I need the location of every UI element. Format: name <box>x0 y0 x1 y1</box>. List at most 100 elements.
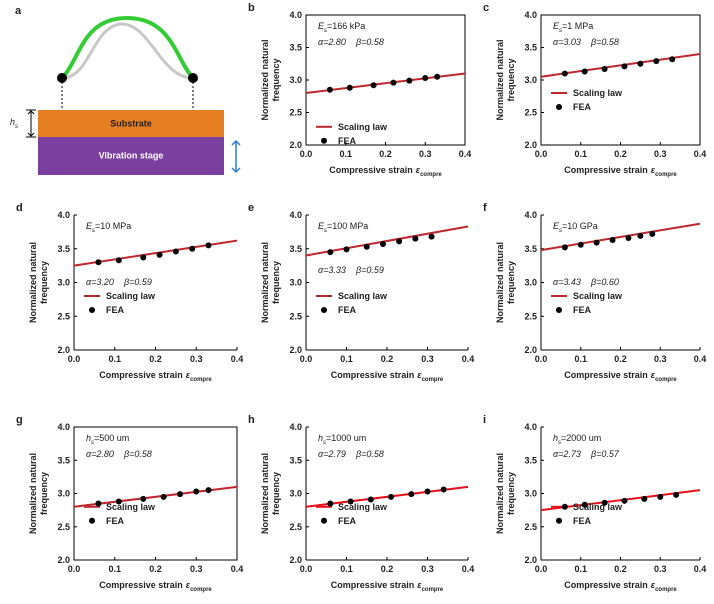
frame <box>73 426 238 561</box>
param-text: =10 GPa <box>562 221 598 231</box>
param-symbol: E <box>553 21 560 31</box>
x-label-symbol: ε <box>651 580 656 590</box>
param-symbol: E <box>318 21 325 31</box>
annotation: α=3.20 <box>86 277 114 287</box>
y-label-line: Normalized natural <box>260 242 270 323</box>
param-symbol: E <box>553 221 560 231</box>
fea-point <box>657 493 664 500</box>
y-tick-label: 4.0 <box>57 422 70 432</box>
x-label-text: Compressive strain <box>331 580 415 590</box>
y-tick-label: 3.0 <box>524 489 537 499</box>
x-tick-label: 0.4 <box>462 354 475 364</box>
x-label-text: Compressive strain <box>564 580 648 590</box>
x-label-symbol: ε <box>186 370 191 380</box>
param-subscript: s <box>323 440 326 446</box>
fea-point <box>193 488 200 495</box>
annotation: β=0.57 <box>590 449 620 459</box>
x-tick-label: 0.2 <box>381 354 394 364</box>
y-tick-label: 3.0 <box>524 278 537 288</box>
legend-swatch <box>556 517 562 524</box>
y-label-line: Normalized natural <box>260 453 270 534</box>
param-subscript: s <box>559 28 562 34</box>
param-subscript: s <box>92 228 95 234</box>
x-axis-label: Compressive strain εcompre <box>331 580 444 593</box>
y-axis-label: Normalized naturalfrequency <box>260 39 281 120</box>
y-tick-label: 2.0 <box>289 140 302 150</box>
curve-initial <box>61 22 194 80</box>
legend-label: Scaling law <box>573 291 623 301</box>
chart: c 2.0 2.5 3.0 3.5 4.0 0.0 0.1 0.2 0.3 0.4 Normalize… <box>483 2 706 178</box>
y-tick-label: 4.0 <box>57 210 70 220</box>
y-axis-label: Normalized naturalfrequency <box>495 39 516 120</box>
param-subscript: s <box>559 228 562 234</box>
y-axis-label: Normalized naturalfrequency <box>28 242 49 323</box>
annotation: β=0.59 <box>123 277 152 287</box>
fea-point <box>621 497 628 504</box>
parameter: Es=10 GPa <box>553 221 598 234</box>
fea-point <box>205 242 212 249</box>
y-tick-label: 2.0 <box>289 345 302 355</box>
x-label-symbol: ε <box>651 370 656 380</box>
y-tick-label: 2.5 <box>57 311 70 321</box>
y-label-line: Normalized natural <box>28 242 38 323</box>
y-label-line: frequency <box>39 472 49 515</box>
fea-point <box>347 498 354 505</box>
y-label-line: frequency <box>271 58 281 101</box>
x-tick-label: 0.3 <box>190 564 203 574</box>
y-tick-label: 3.0 <box>57 278 70 288</box>
x-axis-label: Compressive strain εcompre <box>99 580 212 593</box>
x-tick-label: 0.0 <box>68 564 81 574</box>
annotation: α=2.80 <box>86 449 114 459</box>
fea-point <box>205 487 212 494</box>
y-tick-label: 4.0 <box>524 422 537 432</box>
legend-label: Scaling law <box>573 502 623 512</box>
legend-label: FEA <box>338 516 357 526</box>
fea-point <box>440 486 447 493</box>
substrate-label: Substrate <box>110 118 152 128</box>
param-text: =500 um <box>94 433 129 443</box>
x-tick-label: 0.1 <box>108 354 121 364</box>
legend-swatch <box>89 517 95 524</box>
x-tick-label: 0.4 <box>694 149 707 159</box>
x-tick-label: 0.0 <box>300 149 313 159</box>
x-label-subscript: compre <box>190 587 212 593</box>
annotation: α=3.03 <box>553 37 581 47</box>
parameter: hs=2000 um <box>553 433 601 446</box>
y-tick-label: 3.0 <box>524 75 537 85</box>
y-tick-label: 3.0 <box>289 75 302 85</box>
panel-label: a <box>15 5 22 17</box>
fea-point <box>379 241 386 248</box>
fea-point <box>428 233 435 240</box>
y-tick-label: 3.0 <box>289 489 302 499</box>
legend-swatch <box>89 307 95 313</box>
fea-point <box>601 65 608 72</box>
annotation: α=2.80 <box>318 37 346 47</box>
thickness-arrow <box>27 110 35 137</box>
y-tick-label: 4.0 <box>289 210 302 220</box>
legend-label: FEA <box>106 305 125 315</box>
y-label-line: Normalized natural <box>495 453 505 534</box>
param-subscript: s <box>91 440 94 446</box>
fea-point <box>326 86 333 93</box>
fea-point <box>649 230 656 237</box>
y-tick-label: 3.5 <box>524 244 537 254</box>
param-text: =1000 um <box>326 433 366 443</box>
x-tick-label: 0.2 <box>614 149 627 159</box>
y-tick-label: 2.0 <box>57 555 70 565</box>
parameter: Es=166 kPa <box>318 21 365 34</box>
fea-point <box>346 84 353 91</box>
annotation: β=0.58 <box>355 37 384 47</box>
y-label-line: frequency <box>506 58 516 101</box>
symbol: h <box>10 117 15 127</box>
anchor <box>57 73 67 83</box>
legend-label: FEA <box>106 516 125 526</box>
x-axis-label: Compressive strain εcompre <box>564 165 677 178</box>
x-label-subscript: compre <box>655 172 677 178</box>
y-tick-label: 2.5 <box>289 108 302 118</box>
x-tick-label: 0.1 <box>340 564 353 574</box>
fea-point <box>406 77 413 84</box>
param-subscript: s <box>324 28 327 34</box>
legend-label: Scaling law <box>338 291 388 301</box>
x-label-symbol: ε <box>417 370 422 380</box>
param-symbol: E <box>86 221 93 231</box>
